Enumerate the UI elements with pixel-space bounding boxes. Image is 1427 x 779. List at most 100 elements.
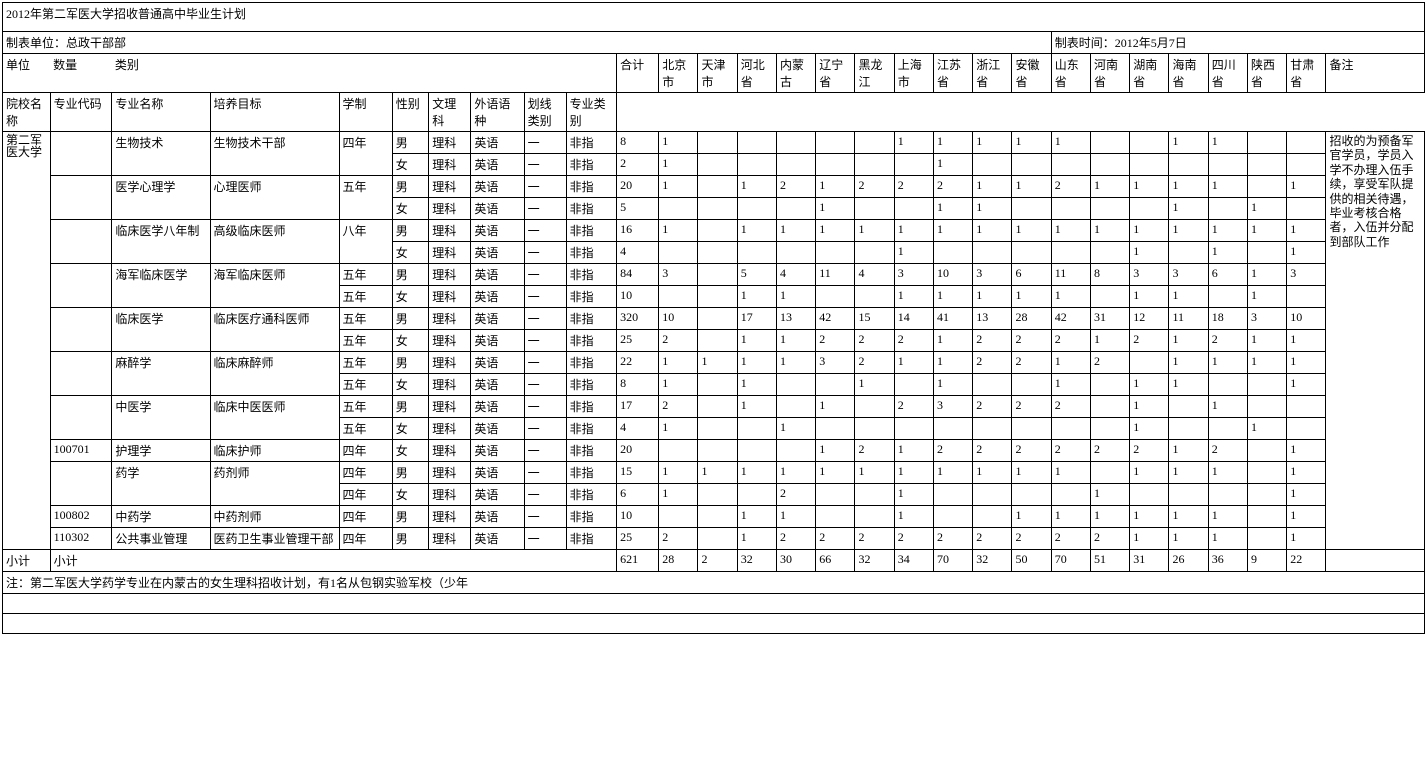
- province-value: [1090, 396, 1129, 418]
- language: 英语: [471, 528, 524, 550]
- pro-type: 非指: [566, 506, 616, 528]
- enrollment-plan-table: 2012年第二军医大学招收普通高中毕业生计划 制表单位：总政干部部 制表时间：2…: [2, 2, 1425, 634]
- language: 英语: [471, 264, 524, 286]
- province-value: 1: [1090, 484, 1129, 506]
- province-value: 3: [973, 264, 1012, 286]
- province-value: 14: [894, 308, 933, 330]
- province-value: 1: [1169, 374, 1208, 396]
- province-value: 1: [1208, 462, 1247, 484]
- major-code: [50, 462, 112, 506]
- province-value: [659, 506, 698, 528]
- province-value: [1169, 154, 1208, 176]
- province-value: 1: [816, 176, 855, 198]
- province-value: [1169, 418, 1208, 440]
- col-p2: 天津市: [698, 54, 737, 93]
- total: 320: [617, 308, 659, 330]
- province-value: 1: [1130, 462, 1169, 484]
- province-value: 2: [1130, 440, 1169, 462]
- province-value: 1: [1169, 176, 1208, 198]
- province-value: [1012, 418, 1051, 440]
- col-sciart: 文理科: [429, 93, 471, 132]
- subtotal-label: 小计: [50, 550, 616, 572]
- province-value: [1247, 396, 1286, 418]
- province-value: [737, 440, 776, 462]
- province-value: 2: [1208, 330, 1247, 352]
- total: 10: [617, 506, 659, 528]
- years: 五年: [339, 374, 392, 396]
- province-value: 1: [1130, 528, 1169, 550]
- training-goal: 中药剂师: [210, 506, 339, 528]
- col-p4: 内蒙古: [776, 54, 815, 93]
- province-value: 1: [776, 330, 815, 352]
- province-value: [1130, 132, 1169, 154]
- subtotal-value: 34: [894, 550, 933, 572]
- province-value: [1208, 374, 1247, 396]
- province-value: 1: [1247, 286, 1286, 308]
- language: 英语: [471, 352, 524, 374]
- years: 四年: [339, 132, 392, 176]
- province-value: [698, 176, 737, 198]
- province-value: 1: [973, 132, 1012, 154]
- province-value: 5: [737, 264, 776, 286]
- col-goal: 培养目标: [210, 93, 339, 132]
- line-type: 一: [524, 506, 566, 528]
- province-value: 1: [1012, 286, 1051, 308]
- gender: 女: [392, 374, 428, 396]
- province-value: [855, 396, 894, 418]
- province-value: [776, 242, 815, 264]
- province-value: 1: [894, 352, 933, 374]
- make-time: 制表时间：2012年5月7日: [1051, 32, 1424, 54]
- province-value: 1: [737, 374, 776, 396]
- province-value: 1: [973, 462, 1012, 484]
- total: 5: [617, 198, 659, 220]
- major-code: [50, 396, 112, 440]
- major-name: 药学: [112, 462, 210, 506]
- gender: 女: [392, 484, 428, 506]
- total: 20: [617, 440, 659, 462]
- table-row: 第二军医大学生物技术生物技术干部四年男理科英语一非指811111111招收的为预…: [3, 132, 1425, 154]
- province-value: 2: [855, 440, 894, 462]
- province-value: [1051, 242, 1090, 264]
- province-value: 1: [816, 440, 855, 462]
- province-value: [737, 132, 776, 154]
- province-value: 6: [1012, 264, 1051, 286]
- gender: 女: [392, 330, 428, 352]
- province-value: 11: [1051, 264, 1090, 286]
- province-value: [698, 396, 737, 418]
- province-value: [698, 154, 737, 176]
- pro-type: 非指: [566, 528, 616, 550]
- province-value: 1: [1090, 330, 1129, 352]
- province-value: [1247, 154, 1286, 176]
- sci-art: 理科: [429, 286, 471, 308]
- province-value: 2: [1012, 352, 1051, 374]
- province-value: 1: [933, 462, 972, 484]
- table-row: 麻醉学临床麻醉师五年男理科英语一非指221111321122121111: [3, 352, 1425, 374]
- pro-type: 非指: [566, 330, 616, 352]
- province-value: [816, 286, 855, 308]
- sci-art: 理科: [429, 264, 471, 286]
- province-value: [1090, 418, 1129, 440]
- table-row: 药学药剂师四年男理科英语一非指15111111111111111: [3, 462, 1425, 484]
- years: 四年: [339, 440, 392, 462]
- gender: 女: [392, 154, 428, 176]
- province-value: 1: [659, 132, 698, 154]
- col-p15: 四川省: [1208, 54, 1247, 93]
- province-value: [855, 198, 894, 220]
- province-value: 17: [737, 308, 776, 330]
- province-value: [1247, 176, 1286, 198]
- sci-art: 理科: [429, 462, 471, 484]
- province-value: [973, 506, 1012, 528]
- province-value: 1: [816, 220, 855, 242]
- language: 英语: [471, 132, 524, 154]
- province-value: 1: [1287, 242, 1326, 264]
- province-value: [973, 374, 1012, 396]
- years: 五年: [339, 352, 392, 374]
- sci-art: 理科: [429, 506, 471, 528]
- gender: 女: [392, 286, 428, 308]
- subtotal-value: 30: [776, 550, 815, 572]
- province-value: [1012, 198, 1051, 220]
- province-value: 11: [816, 264, 855, 286]
- province-value: [776, 154, 815, 176]
- province-value: 1: [1051, 374, 1090, 396]
- major-code: [50, 264, 112, 308]
